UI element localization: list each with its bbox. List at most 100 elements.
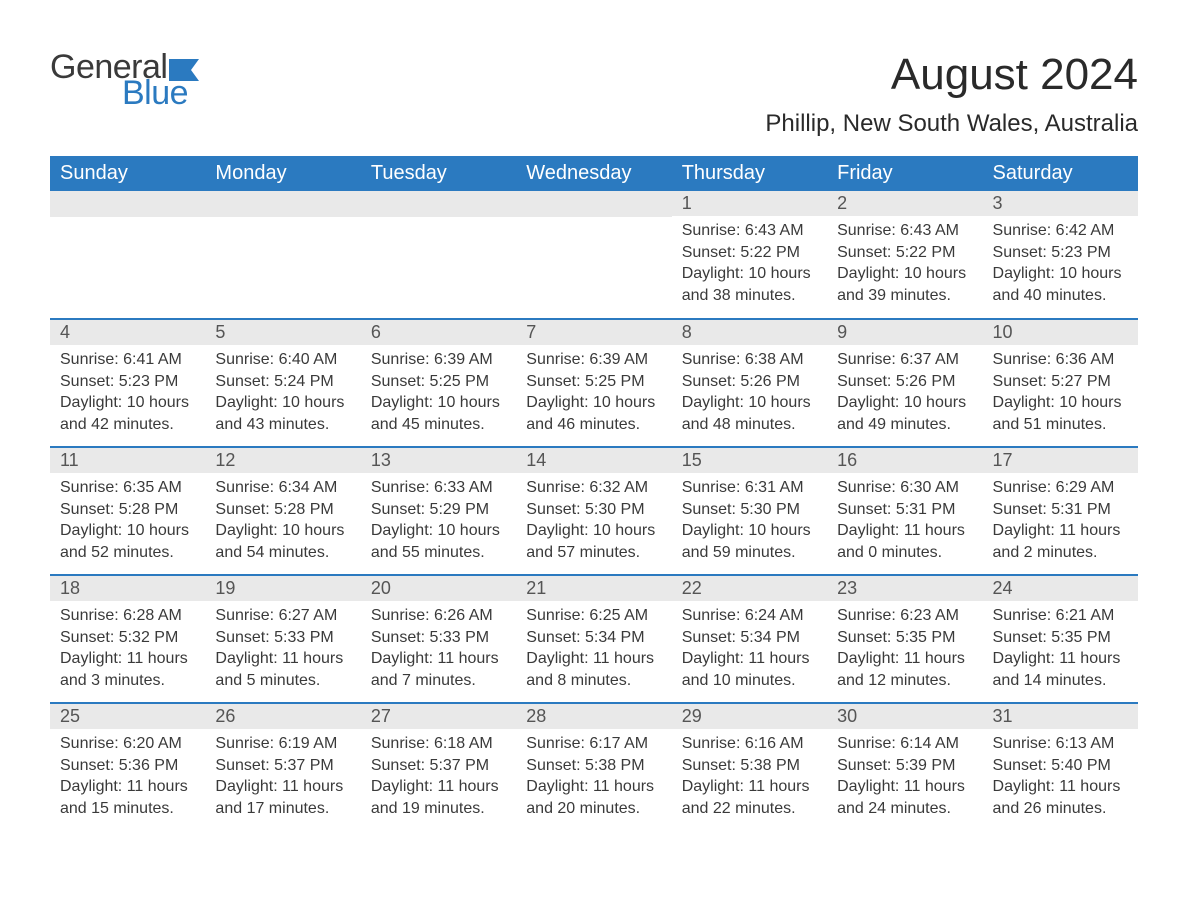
day-number: 1 (672, 191, 827, 216)
day-number: 29 (672, 704, 827, 729)
calendar-cell: 31Sunrise: 6:13 AMSunset: 5:40 PMDayligh… (983, 703, 1138, 831)
sunrise-line: Sunrise: 6:35 AM (60, 477, 195, 499)
daylight-line: Daylight: 11 hours and 0 minutes. (837, 520, 972, 563)
day-details: Sunrise: 6:19 AMSunset: 5:37 PMDaylight:… (205, 729, 360, 827)
sunset-line: Sunset: 5:33 PM (371, 627, 506, 649)
day-number: 11 (50, 448, 205, 473)
day-details: Sunrise: 6:27 AMSunset: 5:33 PMDaylight:… (205, 601, 360, 699)
sunrise-line: Sunrise: 6:16 AM (682, 733, 817, 755)
day-number: 7 (516, 320, 671, 345)
day-details: Sunrise: 6:35 AMSunset: 5:28 PMDaylight:… (50, 473, 205, 571)
day-number: 4 (50, 320, 205, 345)
day-number: 5 (205, 320, 360, 345)
daylight-line: Daylight: 10 hours and 42 minutes. (60, 392, 195, 435)
calendar-row: 1Sunrise: 6:43 AMSunset: 5:22 PMDaylight… (50, 191, 1138, 319)
daylight-line: Daylight: 11 hours and 5 minutes. (215, 648, 350, 691)
weekday-header: Thursday (672, 156, 827, 191)
sunset-line: Sunset: 5:38 PM (682, 755, 817, 777)
day-number: 28 (516, 704, 671, 729)
calendar-table: Sunday Monday Tuesday Wednesday Thursday… (50, 156, 1138, 831)
daylight-line: Daylight: 10 hours and 52 minutes. (60, 520, 195, 563)
sunrise-line: Sunrise: 6:37 AM (837, 349, 972, 371)
sunset-line: Sunset: 5:35 PM (993, 627, 1128, 649)
day-details: Sunrise: 6:30 AMSunset: 5:31 PMDaylight:… (827, 473, 982, 571)
day-details: Sunrise: 6:39 AMSunset: 5:25 PMDaylight:… (516, 345, 671, 443)
calendar-cell: 27Sunrise: 6:18 AMSunset: 5:37 PMDayligh… (361, 703, 516, 831)
sunset-line: Sunset: 5:36 PM (60, 755, 195, 777)
calendar-cell: 26Sunrise: 6:19 AMSunset: 5:37 PMDayligh… (205, 703, 360, 831)
weekday-header: Tuesday (361, 156, 516, 191)
calendar-cell: 19Sunrise: 6:27 AMSunset: 5:33 PMDayligh… (205, 575, 360, 703)
daylight-line: Daylight: 10 hours and 43 minutes. (215, 392, 350, 435)
day-details: Sunrise: 6:32 AMSunset: 5:30 PMDaylight:… (516, 473, 671, 571)
calendar-cell: 10Sunrise: 6:36 AMSunset: 5:27 PMDayligh… (983, 319, 1138, 447)
day-number: 17 (983, 448, 1138, 473)
sunrise-line: Sunrise: 6:13 AM (993, 733, 1128, 755)
day-number: 24 (983, 576, 1138, 601)
daylight-line: Daylight: 11 hours and 3 minutes. (60, 648, 195, 691)
daylight-line: Daylight: 10 hours and 45 minutes. (371, 392, 506, 435)
calendar-cell: 3Sunrise: 6:42 AMSunset: 5:23 PMDaylight… (983, 191, 1138, 319)
sunset-line: Sunset: 5:34 PM (526, 627, 661, 649)
sunrise-line: Sunrise: 6:14 AM (837, 733, 972, 755)
logo-text-blue: Blue (122, 76, 199, 110)
daylight-line: Daylight: 10 hours and 55 minutes. (371, 520, 506, 563)
day-number: 9 (827, 320, 982, 345)
day-number: 8 (672, 320, 827, 345)
sunset-line: Sunset: 5:34 PM (682, 627, 817, 649)
daylight-line: Daylight: 10 hours and 40 minutes. (993, 263, 1128, 306)
daylight-line: Daylight: 11 hours and 19 minutes. (371, 776, 506, 819)
day-number: 16 (827, 448, 982, 473)
sunrise-line: Sunrise: 6:38 AM (682, 349, 817, 371)
sunset-line: Sunset: 5:39 PM (837, 755, 972, 777)
sunrise-line: Sunrise: 6:40 AM (215, 349, 350, 371)
weekday-header: Friday (827, 156, 982, 191)
calendar-cell: 21Sunrise: 6:25 AMSunset: 5:34 PMDayligh… (516, 575, 671, 703)
sunrise-line: Sunrise: 6:34 AM (215, 477, 350, 499)
day-details: Sunrise: 6:21 AMSunset: 5:35 PMDaylight:… (983, 601, 1138, 699)
sunrise-line: Sunrise: 6:19 AM (215, 733, 350, 755)
day-number-empty (205, 191, 360, 217)
sunrise-line: Sunrise: 6:25 AM (526, 605, 661, 627)
day-details: Sunrise: 6:40 AMSunset: 5:24 PMDaylight:… (205, 345, 360, 443)
day-number: 20 (361, 576, 516, 601)
day-number-empty (50, 191, 205, 217)
sunset-line: Sunset: 5:35 PM (837, 627, 972, 649)
calendar-cell: 8Sunrise: 6:38 AMSunset: 5:26 PMDaylight… (672, 319, 827, 447)
day-details: Sunrise: 6:33 AMSunset: 5:29 PMDaylight:… (361, 473, 516, 571)
sunset-line: Sunset: 5:27 PM (993, 371, 1128, 393)
calendar-cell: 18Sunrise: 6:28 AMSunset: 5:32 PMDayligh… (50, 575, 205, 703)
daylight-line: Daylight: 11 hours and 17 minutes. (215, 776, 350, 819)
daylight-line: Daylight: 11 hours and 10 minutes. (682, 648, 817, 691)
calendar-row: 18Sunrise: 6:28 AMSunset: 5:32 PMDayligh… (50, 575, 1138, 703)
day-details: Sunrise: 6:14 AMSunset: 5:39 PMDaylight:… (827, 729, 982, 827)
sunset-line: Sunset: 5:37 PM (371, 755, 506, 777)
calendar-cell: 7Sunrise: 6:39 AMSunset: 5:25 PMDaylight… (516, 319, 671, 447)
sunset-line: Sunset: 5:37 PM (215, 755, 350, 777)
day-details: Sunrise: 6:16 AMSunset: 5:38 PMDaylight:… (672, 729, 827, 827)
flag-icon (169, 59, 199, 81)
calendar-cell: 1Sunrise: 6:43 AMSunset: 5:22 PMDaylight… (672, 191, 827, 319)
calendar-cell: 29Sunrise: 6:16 AMSunset: 5:38 PMDayligh… (672, 703, 827, 831)
sunrise-line: Sunrise: 6:17 AM (526, 733, 661, 755)
day-number-empty (361, 191, 516, 217)
day-number-empty (516, 191, 671, 217)
day-number: 10 (983, 320, 1138, 345)
day-number: 23 (827, 576, 982, 601)
sunrise-line: Sunrise: 6:41 AM (60, 349, 195, 371)
day-details: Sunrise: 6:39 AMSunset: 5:25 PMDaylight:… (361, 345, 516, 443)
sunrise-line: Sunrise: 6:32 AM (526, 477, 661, 499)
sunrise-line: Sunrise: 6:43 AM (837, 220, 972, 242)
page-header: General Blue August 2024 Phillip, New So… (50, 50, 1138, 138)
day-details: Sunrise: 6:42 AMSunset: 5:23 PMDaylight:… (983, 216, 1138, 314)
day-number: 21 (516, 576, 671, 601)
day-details: Sunrise: 6:41 AMSunset: 5:23 PMDaylight:… (50, 345, 205, 443)
calendar-cell: 15Sunrise: 6:31 AMSunset: 5:30 PMDayligh… (672, 447, 827, 575)
sunset-line: Sunset: 5:31 PM (837, 499, 972, 521)
day-details: Sunrise: 6:43 AMSunset: 5:22 PMDaylight:… (672, 216, 827, 314)
calendar-row: 25Sunrise: 6:20 AMSunset: 5:36 PMDayligh… (50, 703, 1138, 831)
weekday-header: Saturday (983, 156, 1138, 191)
day-details: Sunrise: 6:38 AMSunset: 5:26 PMDaylight:… (672, 345, 827, 443)
daylight-line: Daylight: 10 hours and 54 minutes. (215, 520, 350, 563)
sunset-line: Sunset: 5:26 PM (837, 371, 972, 393)
